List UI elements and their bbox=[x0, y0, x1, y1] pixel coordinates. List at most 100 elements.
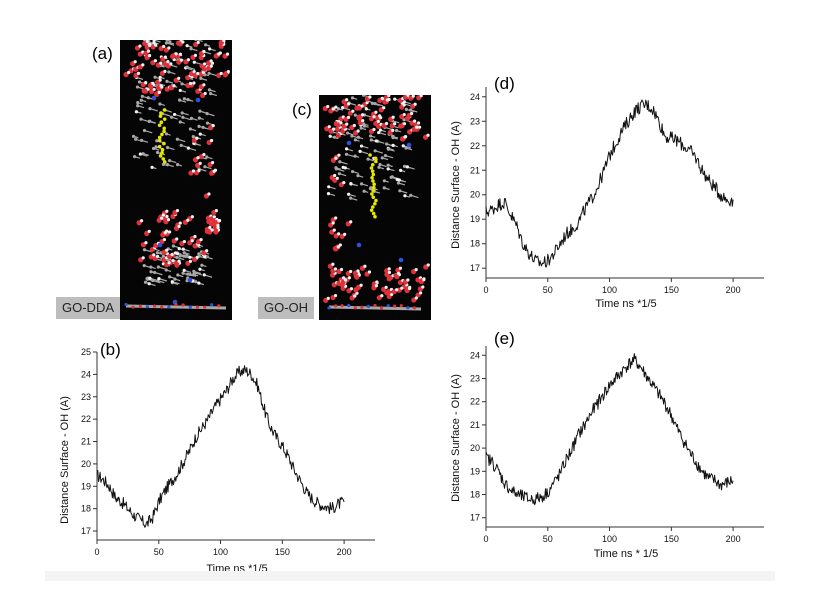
hydrogen-atom bbox=[372, 127, 376, 132]
atom bbox=[154, 145, 158, 149]
hydrogen-atom bbox=[361, 113, 365, 117]
atom bbox=[136, 101, 140, 105]
hydrogen-atom bbox=[141, 63, 145, 67]
hydrogen-atom bbox=[380, 294, 384, 298]
hydrogen-atom bbox=[356, 129, 360, 133]
atom bbox=[409, 193, 413, 197]
atom bbox=[176, 273, 180, 277]
hydrogen-atom bbox=[186, 218, 190, 222]
highlighted-atom bbox=[162, 126, 167, 131]
atom bbox=[327, 185, 331, 189]
hydrogen-atom bbox=[163, 55, 167, 59]
atom bbox=[405, 165, 409, 169]
atom bbox=[170, 280, 174, 284]
hydrogen-atom bbox=[385, 98, 389, 102]
hydrogen-atom bbox=[337, 153, 341, 157]
y-axis-label: Distance Surface - OH (A) bbox=[450, 374, 462, 502]
sheet-atom bbox=[152, 304, 157, 308]
atom bbox=[179, 143, 183, 147]
hydrogen-atom bbox=[155, 254, 160, 259]
hydrogen-atom bbox=[426, 133, 430, 137]
atom bbox=[165, 40, 169, 42]
sheet-atom bbox=[167, 305, 171, 309]
hydrogen-atom bbox=[136, 71, 141, 75]
y-axis-label: Distance Surface - OH (A) bbox=[59, 396, 71, 524]
hydrogen-atom bbox=[196, 40, 200, 45]
highlighted-atom bbox=[158, 114, 163, 118]
x-tick-label: 100 bbox=[602, 285, 617, 295]
y-tick-label: 19 bbox=[81, 481, 91, 491]
atom bbox=[148, 119, 152, 123]
highlighted-atom bbox=[369, 208, 374, 213]
x-tick-label: 100 bbox=[213, 547, 228, 557]
atom bbox=[149, 270, 153, 274]
hydrogen-atom bbox=[382, 106, 386, 110]
hydrogen-atom bbox=[141, 256, 145, 260]
highlighted-atom bbox=[371, 188, 375, 193]
sheet-atom bbox=[160, 305, 164, 309]
atom bbox=[165, 145, 170, 150]
atom bbox=[391, 134, 395, 139]
atom bbox=[164, 268, 168, 272]
sheet-atom bbox=[138, 304, 142, 308]
highlighted-atom bbox=[371, 211, 376, 216]
hydrogen-atom bbox=[191, 169, 196, 173]
hydrogen-atom bbox=[203, 91, 207, 96]
hydrogen-atom bbox=[387, 95, 391, 98]
hydrogen-atom bbox=[163, 69, 167, 73]
hydrogen-atom bbox=[126, 70, 131, 75]
atom bbox=[338, 160, 342, 164]
atom bbox=[370, 101, 374, 105]
hydrogen-atom bbox=[169, 62, 173, 66]
hydrogen-atom bbox=[202, 152, 206, 157]
hydrogen-atom bbox=[147, 54, 152, 58]
hydrogen-atom bbox=[414, 296, 418, 300]
atom bbox=[353, 154, 357, 158]
atom bbox=[382, 186, 386, 190]
y-tick-label: 18 bbox=[470, 239, 480, 249]
hydrogen-atom bbox=[379, 116, 383, 120]
y-tick-label: 22 bbox=[81, 414, 91, 424]
highlighted-atom bbox=[157, 144, 162, 149]
atom bbox=[390, 175, 394, 179]
axes bbox=[96, 352, 375, 541]
atom bbox=[150, 165, 154, 169]
atom bbox=[368, 134, 373, 138]
highlighted-atom bbox=[368, 153, 372, 157]
sheet-atom bbox=[399, 304, 403, 308]
atom bbox=[362, 124, 367, 128]
hydrogen-atom bbox=[402, 103, 406, 107]
hydrogen-atom bbox=[181, 40, 185, 44]
hydrogen-atom bbox=[368, 95, 372, 99]
atom bbox=[391, 143, 395, 147]
atom bbox=[404, 107, 408, 111]
sheet-atom bbox=[195, 305, 200, 309]
hydrogen-atom bbox=[201, 70, 206, 74]
atom bbox=[373, 101, 377, 106]
atom bbox=[401, 144, 405, 148]
atom bbox=[148, 276, 152, 280]
atom bbox=[182, 251, 186, 255]
y-tick-label: 23 bbox=[470, 116, 480, 126]
sheet-atom bbox=[131, 305, 135, 309]
atom bbox=[175, 137, 179, 141]
highlighted-atom bbox=[372, 182, 376, 187]
atom bbox=[171, 244, 175, 248]
atom bbox=[153, 75, 157, 79]
line-chart-b: Distance Surface - OH (A) Time ns *1/5 0… bbox=[59, 347, 375, 575]
atom bbox=[181, 247, 185, 251]
highlighted-atom bbox=[159, 120, 164, 125]
highlighted-atom bbox=[371, 172, 376, 177]
sheet-atom bbox=[406, 306, 410, 310]
atom bbox=[155, 251, 159, 255]
highlighted-atom bbox=[374, 159, 378, 164]
hydrogen-atom bbox=[177, 76, 181, 80]
sheet-atom bbox=[210, 303, 214, 307]
atom bbox=[167, 158, 172, 163]
hydrogen-atom bbox=[133, 60, 137, 64]
hydrogen-atom bbox=[406, 278, 410, 282]
atom bbox=[207, 88, 212, 92]
atom bbox=[350, 134, 354, 138]
hydrogen-atom bbox=[165, 209, 169, 213]
atom bbox=[385, 142, 389, 146]
